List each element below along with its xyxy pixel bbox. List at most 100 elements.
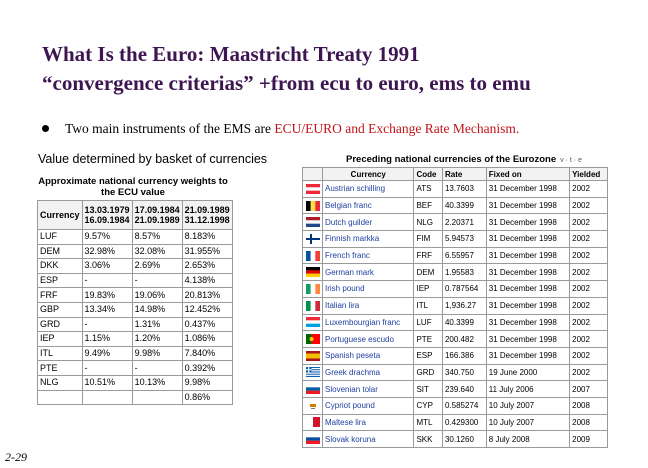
flag-cell [302,246,323,265]
fixed-on-cell: 19 June 2000 [485,363,571,382]
currency-name-cell[interactable]: Greek drachma [321,363,415,382]
spain-flag-icon [305,350,320,361]
flag-cell [302,263,323,282]
weight-cell: 9.49% [81,345,133,362]
fixed-on-cell: 8 July 2008 [485,430,571,448]
currency-name-cell[interactable]: Dutch guilder [321,213,415,232]
flag-cell [302,213,323,232]
conversion-rate-cell: 6.55957 [441,246,487,265]
flag-cell [302,430,323,448]
currency-code-cell: ESP [413,346,443,365]
currency-name-cell[interactable]: Finnish markka [321,230,415,248]
weight-cell: 4.138% [181,272,233,289]
currency-code-cell: DKK [37,258,83,274]
weight-cell: 31.955% [181,243,233,260]
currency-code-cell: GRD [37,316,83,333]
fixed-on-cell: 11 July 2006 [485,380,571,398]
belgium-flag-icon [305,200,320,211]
currency-code-cell: GBP [37,301,83,318]
yielded-cell: 2002 [569,280,608,298]
conversion-rate-cell: 1.95583 [441,263,487,282]
currency-name-cell[interactable]: Belgian franc [321,196,415,215]
weight-cell: 1.20% [131,331,183,347]
vte-links[interactable]: v · t · e [560,157,582,164]
ecu-weight-row: LUF 9.57% 8.57% 8.183% [37,229,233,245]
currency-name-cell[interactable]: Cypriot pound [321,396,415,415]
yielded-cell: 2009 [569,430,608,448]
currency-code-cell: ITL [413,296,443,315]
flag-cell [302,280,323,298]
col-header-code: Code [413,167,443,181]
currency-name-cell[interactable]: Irish pound [321,280,415,298]
col-header-currency: Currency [37,200,83,230]
flag-cell [302,413,323,432]
currency-name-cell[interactable]: Portuguese escudo [321,330,415,348]
currency-row: Italian lira ITL 1,936.27 31 December 1998 2… [302,296,608,315]
currency-name-cell[interactable]: French franc [321,246,415,265]
fixed-on-cell: 31 December 1998 [485,230,571,248]
finland-flag-icon [305,233,320,244]
currency-name-cell[interactable]: Luxembourgian franc [321,313,415,332]
bullet-point: Two main instruments of the EMS are ECU/… [42,121,519,137]
col-header-fixed-on: Fixed on [485,167,571,181]
currency-code-cell: NLG [413,213,443,232]
germany-flag-icon [305,267,320,278]
fixed-on-cell: 31 December 1998 [485,213,571,232]
bullet-dot-icon [42,125,49,133]
yielded-cell: 2002 [569,246,608,265]
ecu-weight-row: ESP - -4.138% [37,272,233,289]
weight-cell: 0.437% [181,316,233,333]
currency-code-cell: DEM [413,263,443,282]
flag-cell [302,363,323,382]
conversion-rate-cell: 239.640 [441,380,487,398]
flag-cell [302,180,323,198]
currency-code-cell: PTE [413,330,443,348]
currency-name-cell[interactable]: Spanish peseta [321,346,415,365]
ireland-flag-icon [305,283,320,294]
currency-name-cell[interactable]: Italian lira [321,296,415,315]
currency-name-cell[interactable]: Austrian schilling [321,180,415,198]
weight-cell: 0.86% [181,389,233,406]
yielded-cell: 2007 [569,380,608,398]
weight-cell: 1.31% [131,316,183,333]
weight-cell: - [131,272,183,289]
currency-name-cell[interactable]: German mark [321,263,415,282]
malta-flag-icon [305,417,320,428]
currency-row: Spanish peseta ESP 166.386 31 December 1998… [302,346,608,365]
weight-cell: 1.15% [81,331,133,347]
weight-cell: 8.57% [131,229,183,245]
title-line-2: “convergence criterias” +from ecu to eur… [42,71,531,95]
portugal-flag-icon [305,334,320,345]
cyprus-flag-icon [305,400,320,411]
currency-code-cell: MTL [413,413,443,432]
conversion-rate-cell: 0.585274 [441,396,487,415]
col-header-flag [302,167,323,181]
austria-flag-icon [305,183,320,194]
weight-cell: 9.57% [81,229,133,245]
currency-code-cell: ESP [37,272,83,289]
currency-code-cell: NLG [37,374,83,391]
ecu-weight-row: GRD -1.31% 0.437% [37,316,233,333]
weight-cell: - [131,360,183,376]
luxembourg-flag-icon [305,317,320,328]
ecu-weight-row: NLG 10.51% 10.13% 9.98% [37,374,233,391]
italy-flag-icon [305,300,320,311]
ecu-basket-subheading: Approximate national currency weights to… [38,176,228,198]
currency-name-cell[interactable]: Maltese lira [321,413,415,432]
flag-cell [302,313,323,332]
currency-row: Slovenian tolar SIT 239.640 11 July 2006 200… [302,380,608,398]
ecu-weight-row: ITL 9.49% 9.98% 7.840% [37,345,233,362]
conversion-rate-cell: 40.3399 [441,196,487,215]
weight-cell: 2.653% [181,258,233,274]
currency-name-cell[interactable]: Slovak koruna [321,430,415,448]
ecu-weight-row: FRF 19.83% 19.06% 20.813% [37,287,233,303]
currency-name-cell[interactable]: Slovenian tolar [321,380,415,398]
flag-cell [302,296,323,315]
currency-code-cell: FRF [37,287,83,303]
fixed-on-cell: 31 December 1998 [485,263,571,282]
yielded-cell: 2008 [569,413,608,432]
ecu-weights-body: LUF 9.57% 8.57% 8.183% DEM 32.98% 32.08% 31.955… [37,229,233,406]
flag-cell [302,330,323,348]
slovakia-flag-icon [305,434,320,445]
conversion-rate-cell: 200.482 [441,330,487,348]
